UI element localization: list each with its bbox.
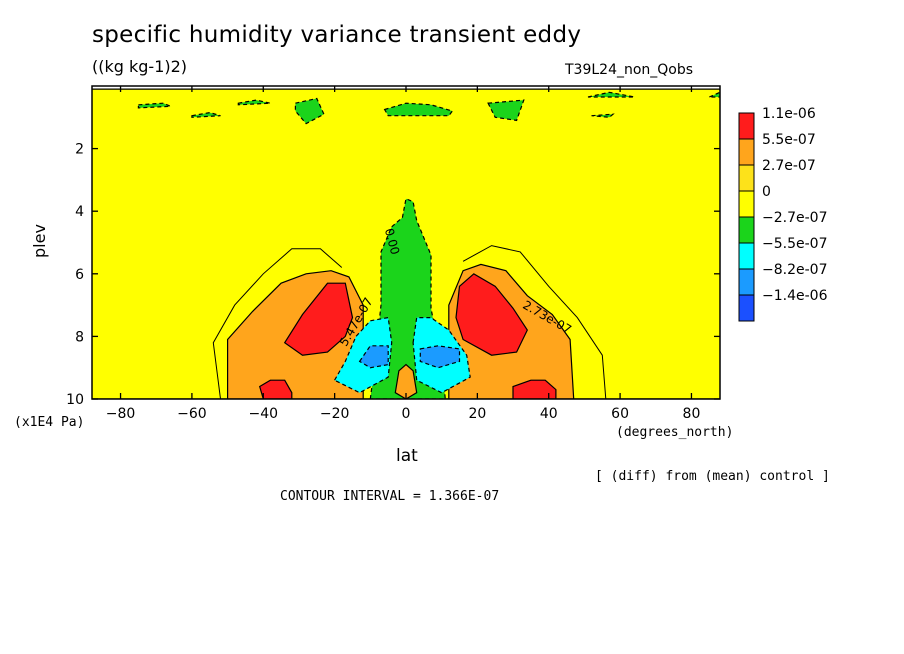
contour-region-4 — [455, 273, 528, 356]
y-axis-label: plev — [30, 224, 49, 258]
x-tick-label-8: 80 — [683, 406, 701, 422]
experiment-name: T39L24_non_Qobs — [565, 62, 694, 78]
legend-label-6: −8.2e-07 — [762, 262, 827, 278]
legend-label-3: 0 — [762, 184, 771, 200]
diff-note: [ (diff) from (mean) control ] — [595, 469, 830, 484]
x-tick-label-3: −20 — [320, 406, 350, 422]
legend-swatch-6 — [738, 268, 755, 296]
contour-region-8 — [333, 316, 393, 394]
x-tick-label-0: −80 — [106, 406, 136, 422]
x-tick-label-5: 20 — [468, 406, 486, 422]
legend-label-5: −5.5e-07 — [762, 236, 827, 252]
contour-region-10 — [358, 345, 389, 369]
x-tick-label-4: 0 — [402, 406, 411, 422]
x-tick-label-7: 60 — [611, 406, 629, 422]
contour-line-1 — [462, 245, 607, 399]
legend-swatch-0 — [738, 112, 755, 140]
contour-region-16 — [294, 97, 325, 125]
legend-swatch-2 — [738, 164, 755, 192]
legend-swatch-4 — [738, 216, 755, 244]
legend-label-0: 1.1e-06 — [762, 106, 816, 122]
legend-label-4: −2.7e-07 — [762, 210, 827, 226]
contour-region-11 — [419, 345, 461, 369]
contour-regions: 0.002.73e-075.47e-07 — [92, 88, 720, 399]
contour-region-12 — [394, 363, 418, 399]
contour-region-17 — [383, 102, 454, 117]
chart-title: specific humidity variance transient edd… — [92, 22, 582, 48]
x-tick-label-1: −60 — [177, 406, 207, 422]
contour-region-21 — [709, 91, 720, 98]
y-tick-label-1: 4 — [75, 204, 84, 220]
contour-region-15 — [237, 99, 271, 106]
x-axis-units: (degrees_north) — [616, 425, 734, 440]
legend-swatch-5 — [738, 242, 755, 270]
contour-line-0 — [212, 248, 343, 399]
contour-region-6 — [512, 379, 557, 399]
legend-label-1: 5.5e-07 — [762, 132, 816, 148]
x-tick-label-6: 40 — [540, 406, 558, 422]
x-axis-label: lat — [396, 446, 418, 466]
legend-swatch-3 — [738, 190, 755, 218]
legend-label-2: 2.7e-07 — [762, 158, 816, 174]
contour-region-5 — [258, 379, 293, 399]
contour-region-18 — [487, 99, 525, 122]
y-tick-label-2: 6 — [75, 267, 84, 283]
contour-region-20 — [591, 113, 615, 118]
contour-region-19 — [587, 91, 635, 98]
contour-region-14 — [191, 111, 221, 118]
legend-swatch-7 — [738, 294, 755, 322]
legend-label-7: −1.4e-06 — [762, 288, 828, 304]
legend-swatch-1 — [738, 138, 755, 166]
contour-label-0: 0.00 — [382, 227, 402, 256]
y-tick-label-3: 8 — [75, 329, 84, 345]
contour-region-13 — [137, 102, 171, 109]
chart-units: ((kg kg-1)2) — [92, 57, 188, 76]
contour-region-3 — [283, 282, 354, 356]
y-tick-label-4: 10 — [66, 392, 84, 408]
x-tick-label-2: −40 — [248, 406, 278, 422]
y-tick-label-0: 2 — [75, 142, 84, 158]
y-axis-units: (x1E4 Pa) — [14, 415, 85, 430]
contour-interval: CONTOUR INTERVAL = 1.366E-07 — [280, 489, 500, 504]
